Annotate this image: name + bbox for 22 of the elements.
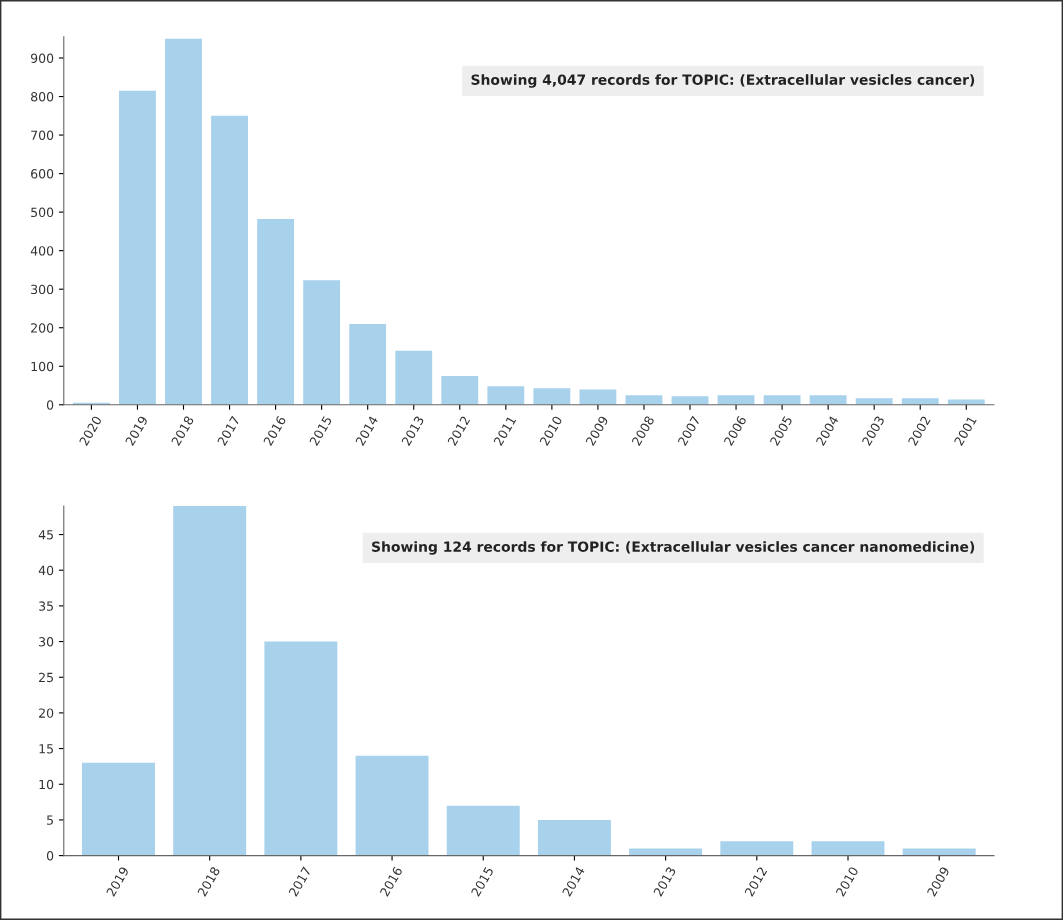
y-tick-label: 45 — [38, 530, 53, 540]
y-tick-label: 25 — [39, 672, 53, 683]
y-tick-label: 200 — [31, 323, 54, 333]
y-tick-label: 400 — [30, 246, 54, 256]
y-tick-label: 500 — [31, 207, 54, 218]
y-tick-label: 800 — [31, 92, 54, 102]
y-tick-label: 40 — [38, 565, 54, 576]
y-tick-label: 600 — [31, 169, 54, 179]
y-tick-label: 30 — [39, 637, 54, 647]
y-tick-label: 0 — [46, 400, 54, 410]
y-tick-label: 20 — [39, 708, 54, 718]
annotation: Showing 124 records for TOPIC: (Extracellular vesicles cancer nanomedicine) — [372, 541, 975, 555]
y-tick-label: 5 — [47, 815, 53, 825]
y-tick-label: 15 — [39, 744, 53, 754]
y-tick-label: 900 — [30, 53, 54, 63]
y-tick-label: 10 — [39, 779, 54, 790]
y-tick-label: 700 — [31, 130, 54, 140]
y-tick-label: 0 — [46, 851, 54, 861]
y-tick-label: 100 — [31, 361, 54, 372]
annotation: Showing 4,047 records for TOPIC: (Extracellular vesicles cancer) — [471, 74, 975, 88]
y-tick-label: 35 — [39, 601, 53, 611]
y-tick-label: 300 — [31, 284, 54, 295]
